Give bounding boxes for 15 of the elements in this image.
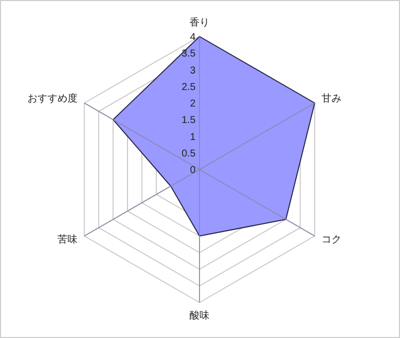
spoke-label: おすすめ度 — [27, 92, 78, 104]
y-tick-label: 1 — [190, 132, 196, 143]
spoke-label: コク — [322, 234, 342, 246]
y-tick-label: 3.5 — [182, 48, 196, 60]
spoke-label: 酸味 — [190, 310, 210, 322]
spoke-label: 甘み — [322, 92, 342, 104]
y-tick-label: 1.5 — [182, 115, 196, 126]
y-tick-label: 2 — [190, 98, 196, 110]
y-tick-label: 0.5 — [182, 148, 196, 160]
y-tick-label: 2.5 — [182, 82, 196, 93]
y-tick-label: 3 — [190, 65, 196, 76]
y-tick-label: 0 — [190, 165, 196, 176]
spoke-label: 苦味 — [57, 234, 78, 246]
y-tick-label: 4 — [190, 32, 196, 43]
spoke-label: 香り — [190, 16, 210, 28]
